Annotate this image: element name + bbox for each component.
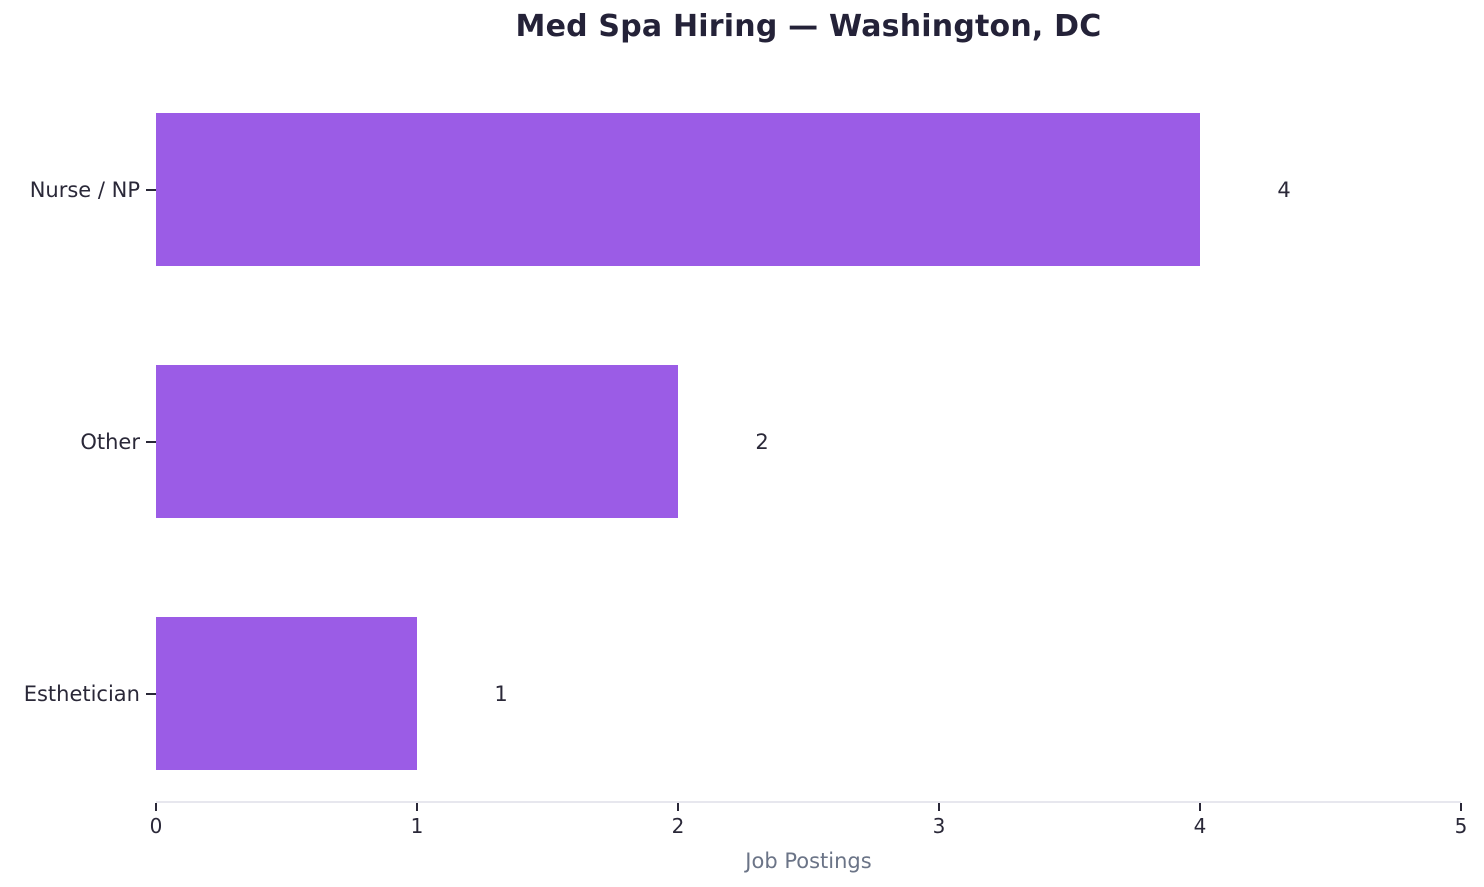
bar	[156, 113, 1200, 266]
y-tick-mark	[146, 188, 156, 191]
x-tick-mark	[677, 803, 679, 811]
value-label: 2	[755, 429, 769, 454]
y-tick-label: Other	[80, 429, 140, 454]
y-tick-mark	[146, 440, 156, 443]
x-tick-mark	[416, 803, 418, 811]
value-label: 4	[1277, 177, 1291, 202]
x-tick-mark	[1460, 803, 1462, 811]
x-axis-label: Job Postings	[745, 849, 872, 873]
x-tick-label: 2	[671, 814, 685, 838]
y-tick-label: Nurse / NP	[29, 177, 140, 202]
x-tick-label: 4	[1193, 814, 1207, 838]
y-tick-mark	[146, 692, 156, 695]
bar	[156, 365, 678, 518]
x-tick-label: 3	[932, 814, 946, 838]
value-label: 1	[494, 681, 508, 706]
x-tick-label: 5	[1454, 814, 1468, 838]
x-tick-mark	[1199, 803, 1201, 811]
bar	[156, 617, 417, 770]
x-axis-spine	[156, 801, 1461, 803]
chart-title: Med Spa Hiring — Washington, DC	[515, 9, 1102, 44]
x-tick-label: 1	[410, 814, 424, 838]
y-tick-label: Esthetician	[23, 681, 140, 706]
x-tick-label: 0	[149, 814, 163, 838]
x-tick-mark	[155, 803, 157, 811]
x-tick-mark	[938, 803, 940, 811]
